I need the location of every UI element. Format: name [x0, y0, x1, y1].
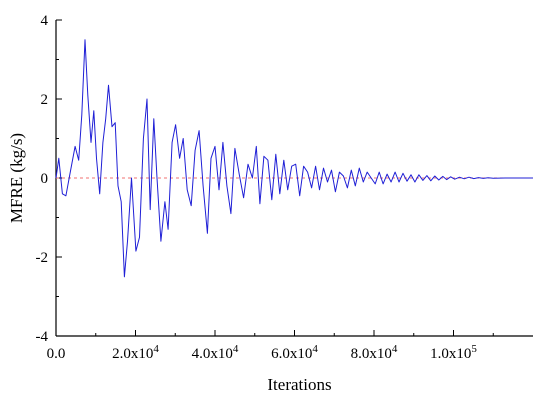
- x-axis-title: Iterations: [267, 375, 331, 394]
- y-tick-label: 0: [41, 171, 49, 187]
- series-line: [55, 39, 533, 278]
- y-tick-label: 2: [41, 92, 49, 108]
- x-tick-label: 8.0x104: [351, 343, 398, 362]
- x-tick-label: 4.0x104: [192, 343, 239, 362]
- y-tick-labels: 4 2 0 -2 -4: [36, 13, 49, 345]
- x-tick-label: 2.0x104: [112, 343, 159, 362]
- y-axis-title: MFRE (kg/s): [7, 133, 26, 223]
- x-tick-label: 1.0x105: [430, 343, 477, 362]
- y-tick-label: 4: [41, 13, 49, 29]
- y-tick-label: -4: [36, 329, 49, 345]
- x-tick-labels: 0.0 2.0x104 4.0x104 6.0x104 8.0x104 1.0x105: [47, 343, 478, 362]
- x-tick-label: 6.0x104: [271, 343, 318, 362]
- y-tick-label: -2: [36, 250, 49, 266]
- x-tick-label: 0.0: [47, 346, 66, 362]
